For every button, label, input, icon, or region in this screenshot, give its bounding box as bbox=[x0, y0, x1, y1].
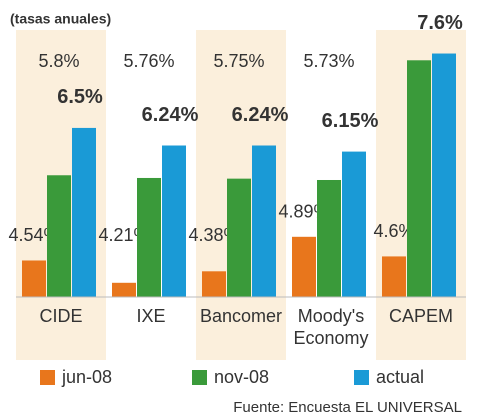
value-label: 4.54% bbox=[8, 225, 59, 245]
value-label: 6.24% bbox=[232, 104, 289, 126]
value-label: 5.76% bbox=[123, 51, 174, 71]
bar bbox=[317, 179, 341, 297]
value-label: 6.24% bbox=[142, 104, 199, 126]
value-label: 6.15% bbox=[322, 110, 379, 132]
value-label: 5.75% bbox=[213, 51, 264, 71]
value-label: 4.89% bbox=[278, 202, 329, 222]
legend-swatch bbox=[354, 370, 369, 385]
bar bbox=[162, 145, 186, 297]
value-label: 6.5% bbox=[57, 86, 103, 108]
bar bbox=[137, 177, 161, 297]
bar bbox=[292, 236, 316, 297]
x-tick-label: Moody's Economy bbox=[293, 306, 369, 348]
bar bbox=[432, 53, 456, 297]
legend-swatch bbox=[40, 370, 55, 385]
bar bbox=[72, 127, 96, 297]
bar bbox=[382, 256, 406, 297]
legend-label: actual bbox=[376, 367, 424, 387]
subtitle: (tasas anuales) bbox=[10, 11, 111, 27]
x-tick-label: CIDE bbox=[39, 306, 83, 326]
value-label: 5.8% bbox=[38, 51, 79, 71]
bar bbox=[252, 145, 276, 297]
legend-label: nov-08 bbox=[214, 367, 269, 387]
bar bbox=[227, 178, 251, 297]
value-label: 4.6% bbox=[373, 221, 414, 241]
x-tick-label: IXE bbox=[136, 306, 166, 326]
value-label: 4.38% bbox=[188, 225, 239, 245]
bar bbox=[407, 60, 431, 297]
legend-swatch bbox=[192, 370, 207, 385]
bar bbox=[202, 271, 226, 297]
value-label: 5.73% bbox=[303, 51, 354, 71]
bar bbox=[47, 175, 71, 297]
bar bbox=[342, 151, 366, 297]
value-label: 7.6% bbox=[417, 12, 463, 34]
bar bbox=[112, 282, 136, 297]
legend-label: jun-08 bbox=[61, 367, 112, 387]
bar bbox=[22, 260, 46, 297]
x-tick-label: CAPEM bbox=[388, 306, 453, 326]
source: Fuente: Encuesta EL UNIVERSAL bbox=[233, 399, 462, 416]
value-label: 4.21% bbox=[98, 225, 149, 245]
x-tick-label: Bancomer bbox=[199, 306, 283, 326]
